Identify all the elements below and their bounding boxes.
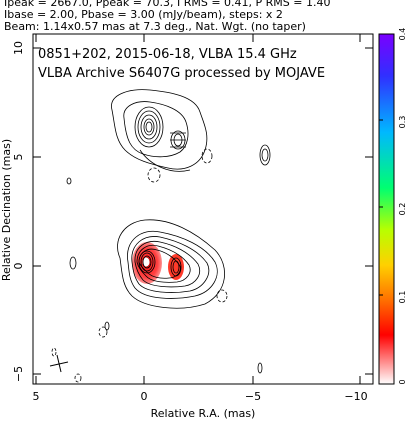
isolated-contours [51,144,271,383]
plot-frame [32,33,374,385]
x-tick-label: −5 [245,390,261,403]
x-tick-label: 0 [141,390,148,403]
y-tick-label: 5 [12,154,25,161]
plot-title-line-1: 0851+202, 2015-06-18, VLBA 15.4 GHz [38,47,297,62]
axis-ticks [33,34,373,384]
header-line-2: Ibase = 2.00, Pbase = 3.00 (mJy/beam), s… [4,8,283,21]
y-tick-label: 0 [12,263,25,270]
header-line-3: Beam: 1.14x0.57 mas at 7.3 deg., Nat. Wg… [4,20,306,33]
y-axis-label: Relative Decination (mas) [0,139,13,281]
header-line-1: Ipeak = 2667.0, Ppeak = 70.3, I RMS = 0.… [4,0,331,9]
y-tick-label: 10 [12,41,25,55]
colorbar-tick-label: 0.3 [398,116,407,129]
colorbar-tick-label: 0.2 [398,203,407,216]
colorbar-tick-label: 0.1 [398,291,407,304]
y-tick-label: −5 [12,366,25,382]
north-component-contours [111,89,208,172]
colorbar-tick-label: 0.4 [398,28,407,41]
colorbar [378,33,395,385]
x-tick-label: 5 [33,390,40,403]
x-tick-label: −10 [344,390,367,403]
core-contours [117,219,225,309]
plot-title-line-2: VLBA Archive S6407G processed by MOJAVE [38,66,325,81]
beam-symbol [49,354,69,373]
colorbar-tick-label: 0 [398,379,407,384]
jet-knot-emission [168,254,184,280]
x-axis-label: Relative R.A. (mas) [151,407,256,420]
core-peak [141,256,151,268]
colorbar-ticks [379,33,383,385]
